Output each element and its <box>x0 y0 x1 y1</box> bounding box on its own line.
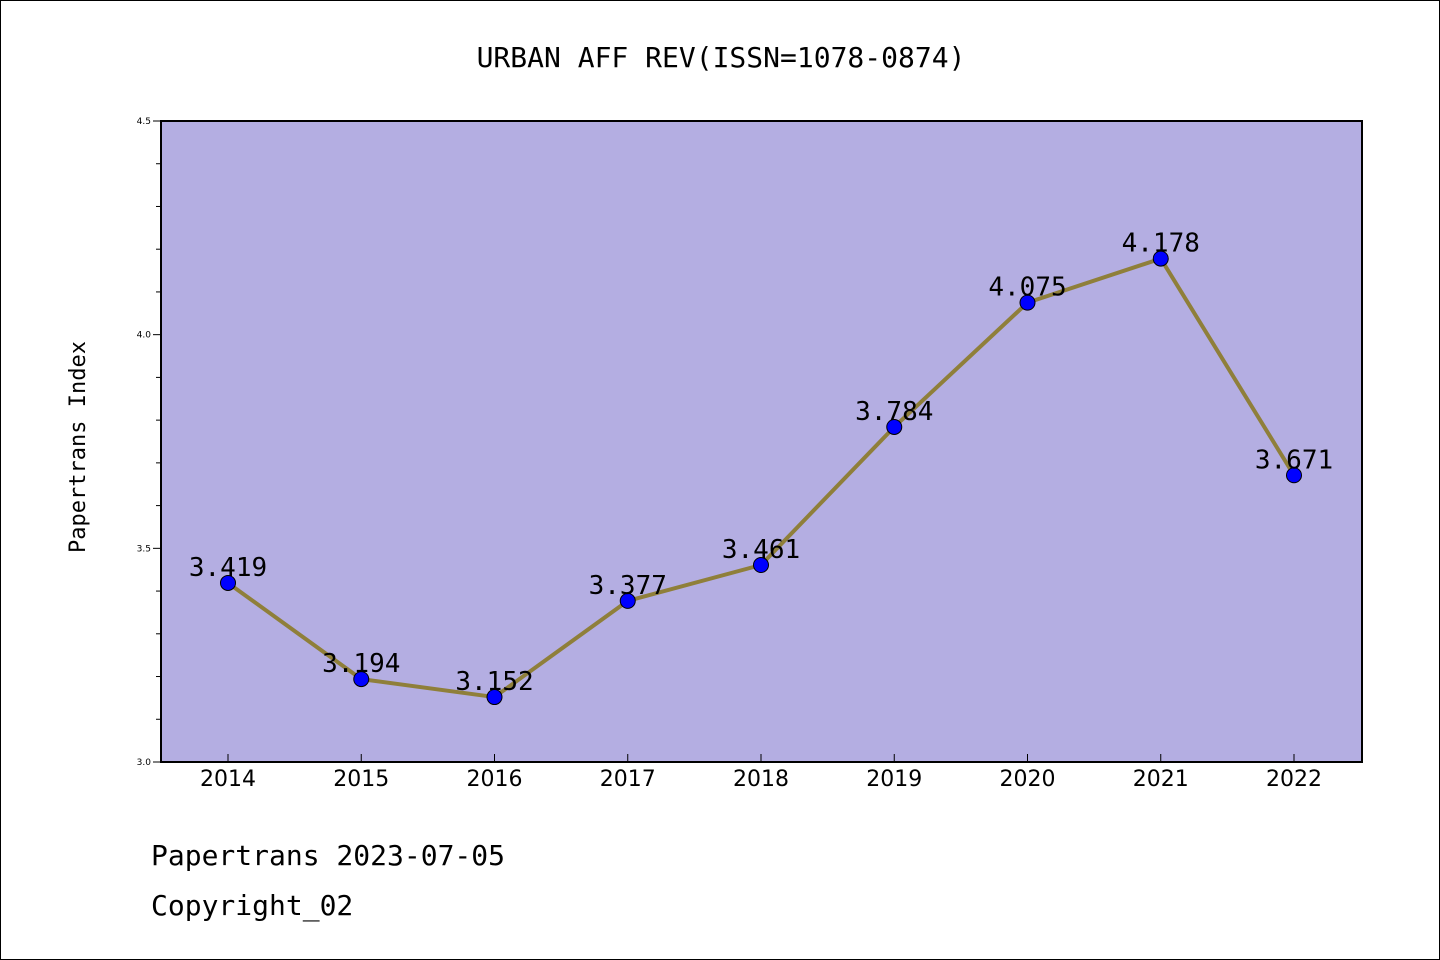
x-tick-label: 2016 <box>467 767 523 792</box>
footer-copyright: Copyright_02 <box>151 889 353 923</box>
data-label: 3.152 <box>455 667 533 697</box>
plot-area <box>161 121 1362 762</box>
data-label: 3.419 <box>189 553 267 583</box>
data-point <box>353 671 370 688</box>
footer-date: Papertrans 2023-07-05 <box>151 839 505 872</box>
data-point <box>886 418 903 435</box>
data-point <box>619 592 636 609</box>
x-tick-label: 2015 <box>333 767 389 792</box>
series-group: 3.419 3.194 3.152 3.377 3.461 3.784 4.075 4.178… <box>189 229 1333 706</box>
y-tick-label: 4.0 <box>137 331 152 341</box>
data-point <box>1286 467 1302 484</box>
x-tick-label: 2022 <box>1266 767 1322 792</box>
x-tick-label: 2021 <box>1133 767 1189 792</box>
x-axis: 2014 2015 2016 2017 2018 2019 2020 2021 2022 <box>200 754 1322 792</box>
y-tick-label: 3.5 <box>137 544 151 554</box>
y-axis-label: Papertrans Index <box>66 341 91 553</box>
y-tick-label: 4.5 <box>137 117 151 127</box>
y-axis: 3.0 3.5 4.0 4.5 <box>137 117 161 768</box>
chart-title: URBAN AFF REV(ISSN=1078-0874) <box>477 41 966 74</box>
data-point <box>1019 294 1036 311</box>
data-label: 3.784 <box>855 397 933 427</box>
data-label: 3.377 <box>589 571 667 601</box>
data-point <box>220 574 236 591</box>
x-tick-label: 2014 <box>200 767 256 792</box>
data-label: 3.461 <box>722 535 800 565</box>
data-label: 3.671 <box>1255 445 1333 475</box>
x-tick-label: 2018 <box>733 767 789 792</box>
data-label: 4.178 <box>1122 229 1200 259</box>
data-label: 3.194 <box>322 649 400 679</box>
y-tick-label: 3.0 <box>137 758 152 768</box>
data-point <box>753 556 769 573</box>
x-tick-label: 2020 <box>1000 767 1056 792</box>
data-point <box>486 689 503 706</box>
data-label: 4.075 <box>988 273 1066 303</box>
x-tick-label: 2017 <box>600 767 656 792</box>
x-tick-label: 2019 <box>866 767 922 792</box>
plot-frame <box>160 120 1363 763</box>
data-point <box>1152 250 1169 267</box>
